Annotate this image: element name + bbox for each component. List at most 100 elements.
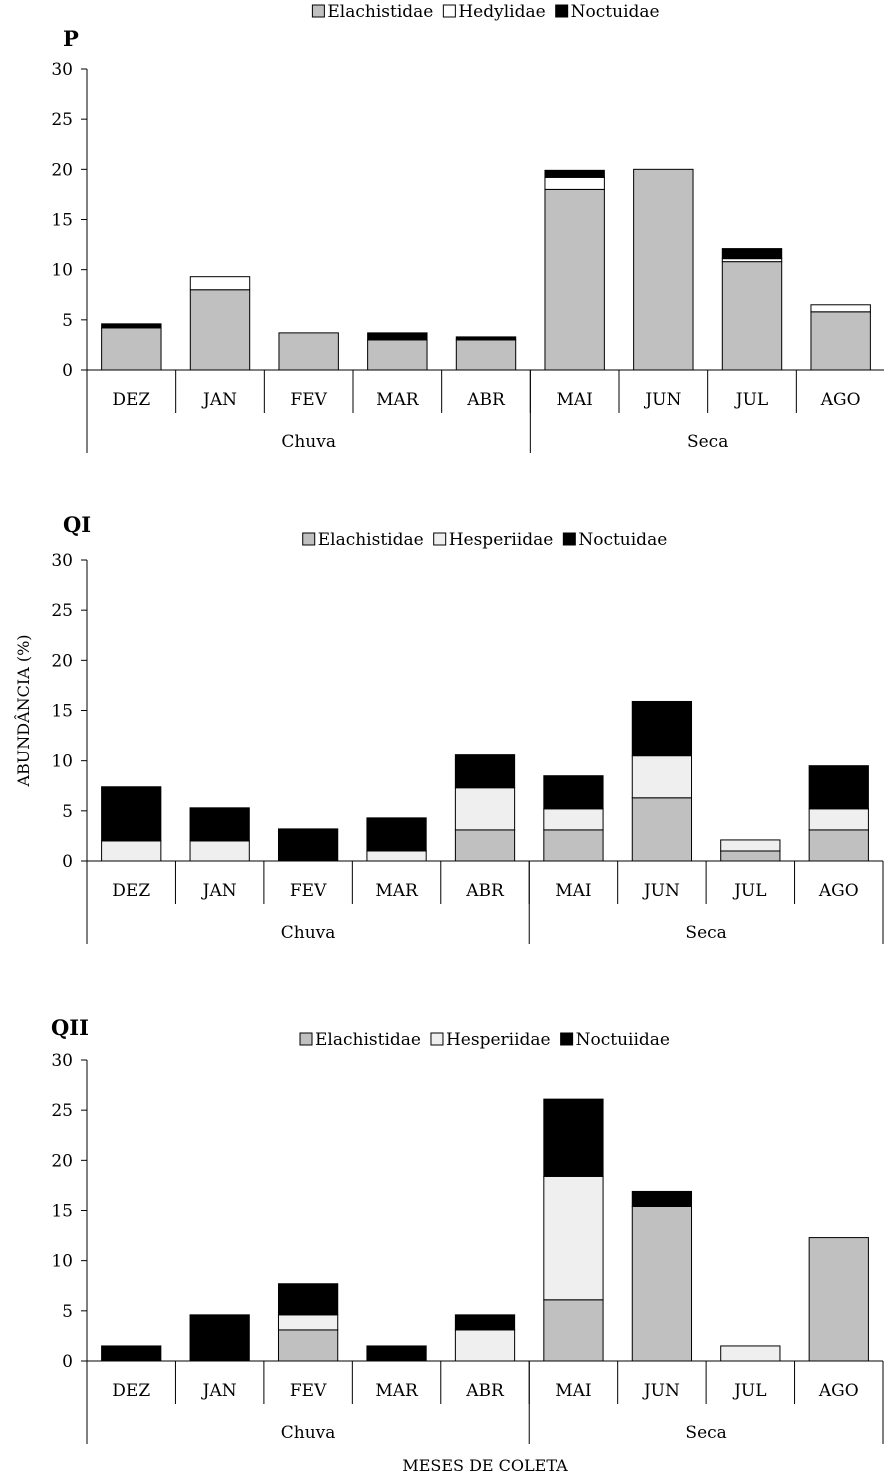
y-tick-label: 0 [62, 1352, 73, 1372]
bar-segment [810, 304, 871, 313]
legend: Elachistidae Hesperiidae Noctuiidae [299, 1030, 670, 1050]
x-tick-label: MAI [556, 390, 592, 410]
x-tick-label: JUL [734, 390, 768, 410]
y-tick-label: 10 [51, 752, 73, 772]
bar-segment [189, 807, 250, 842]
x-tick-label: JAN [201, 390, 237, 410]
legend-swatch [560, 1032, 574, 1046]
bar-segment [455, 339, 517, 371]
group-label: Seca [685, 1423, 726, 1443]
y-tick-label: 0 [62, 852, 73, 872]
chart-p: P Elachistidae Hedylidae Noctuidae 0 5 10 15 20 2… [51, 2, 884, 453]
y-tick-label: 20 [51, 160, 73, 180]
group-label: Seca [685, 923, 726, 943]
legend-label: Elachistidae [327, 2, 433, 22]
x-tick-label: JUN [642, 881, 680, 901]
x-tick-label: ABR [465, 1381, 505, 1401]
y-tick-label: 30 [51, 551, 73, 571]
x-tick-label: JUL [732, 881, 766, 901]
bar-segment [454, 829, 516, 862]
bar-segment [277, 1283, 339, 1316]
legend-swatch [555, 4, 569, 18]
x-tick-label: DEZ [112, 881, 150, 901]
x-tick-label: MAI [555, 1381, 591, 1401]
bar-segment [101, 786, 162, 842]
x-tick-label: MAR [375, 1381, 419, 1401]
bar-segment [543, 775, 604, 810]
bar-segment [454, 1329, 516, 1362]
y-tick-label: 25 [51, 110, 73, 130]
legend-label: Hesperiidae [446, 1030, 551, 1050]
x-tick-label: FEV [290, 1381, 327, 1401]
group-label: Chuva [281, 923, 336, 943]
x-tick-label: ABR [466, 390, 506, 410]
y-tick-label: 20 [51, 1151, 73, 1171]
y-tick-label: 30 [51, 1051, 73, 1071]
x-tick-label: JUN [642, 1381, 680, 1401]
legend-item: Hesperiidae [430, 1030, 551, 1050]
x-tick-label: DEZ [112, 1381, 150, 1401]
legend-item: Elachistidae [302, 530, 424, 550]
x-tick-label: MAR [375, 881, 419, 901]
legend-label: Hesperiidae [449, 530, 554, 550]
bar-segment [720, 1345, 781, 1362]
bar-segment [808, 829, 869, 862]
y-tick-label: 5 [62, 1302, 73, 1322]
legend: Elachistidae Hesperiidae Noctuidae [302, 530, 667, 550]
bar-segment [631, 755, 693, 799]
bar-segment [810, 311, 871, 371]
panel-title: QI [63, 512, 91, 537]
group-label: Chuva [281, 432, 336, 452]
bar-segment [455, 336, 517, 341]
bar-segment [277, 828, 339, 862]
legend-label: Elachistidae [318, 530, 424, 550]
bar-segment [633, 168, 694, 371]
y-tick-label: 25 [51, 1101, 73, 1121]
y-tick-label: 0 [62, 361, 73, 381]
chart-qi: QI Elachistidae Hesperiidae Noctuidae 0 5 10 15… [13, 512, 884, 944]
y-axis-title: ABUNDÂNCIA (%) [13, 634, 33, 787]
bar-segment [544, 176, 605, 190]
bar-segment [367, 339, 428, 371]
bar-segment [720, 839, 781, 852]
bar-segment [277, 1329, 339, 1362]
y-tick-label: 15 [51, 1202, 73, 1222]
legend-item: Elachistidae [311, 2, 433, 22]
legend: Elachistidae Hedylidae Noctuidae [311, 2, 660, 22]
bar-segment [721, 261, 783, 371]
bar-segment [278, 332, 339, 371]
group-label: Seca [687, 432, 728, 452]
bar-segment [101, 1345, 162, 1362]
legend-label: Elachistidae [315, 1030, 421, 1050]
x-tick-label: FEV [290, 390, 327, 410]
y-tick-label: 5 [62, 311, 73, 331]
bar-segment [101, 323, 162, 329]
legend-swatch [302, 532, 316, 546]
bar-segment [454, 1314, 516, 1331]
panel-title: QII [51, 1015, 89, 1040]
bar-segment [454, 787, 516, 831]
bar-segment [189, 840, 250, 862]
bar-segment [366, 1345, 427, 1362]
x-tick-label: JAN [201, 1381, 237, 1401]
bar-segment [543, 829, 604, 862]
legend-item: Elachistidae [299, 1030, 421, 1050]
bar-segment [543, 1098, 604, 1177]
legend-item: Noctuidae [555, 2, 660, 22]
y-tick-label: 10 [51, 1252, 73, 1272]
legend-item: Noctuiidae [560, 1030, 670, 1050]
bar-segment [367, 332, 428, 341]
y-tick-label: 25 [51, 601, 73, 621]
bar-segment [543, 808, 604, 831]
x-tick-label: ABR [465, 881, 505, 901]
bar-segment [721, 248, 783, 260]
x-tick-label: DEZ [112, 390, 150, 410]
bar-segment [631, 1190, 693, 1207]
legend-swatch [442, 4, 456, 18]
legend-label: Noctuidae [571, 2, 660, 22]
legend-item: Hedylidae [442, 2, 546, 22]
legend-item: Hesperiidae [433, 530, 554, 550]
bar-segment [808, 808, 869, 831]
legend-swatch [433, 532, 447, 546]
legend-swatch [299, 1032, 313, 1046]
